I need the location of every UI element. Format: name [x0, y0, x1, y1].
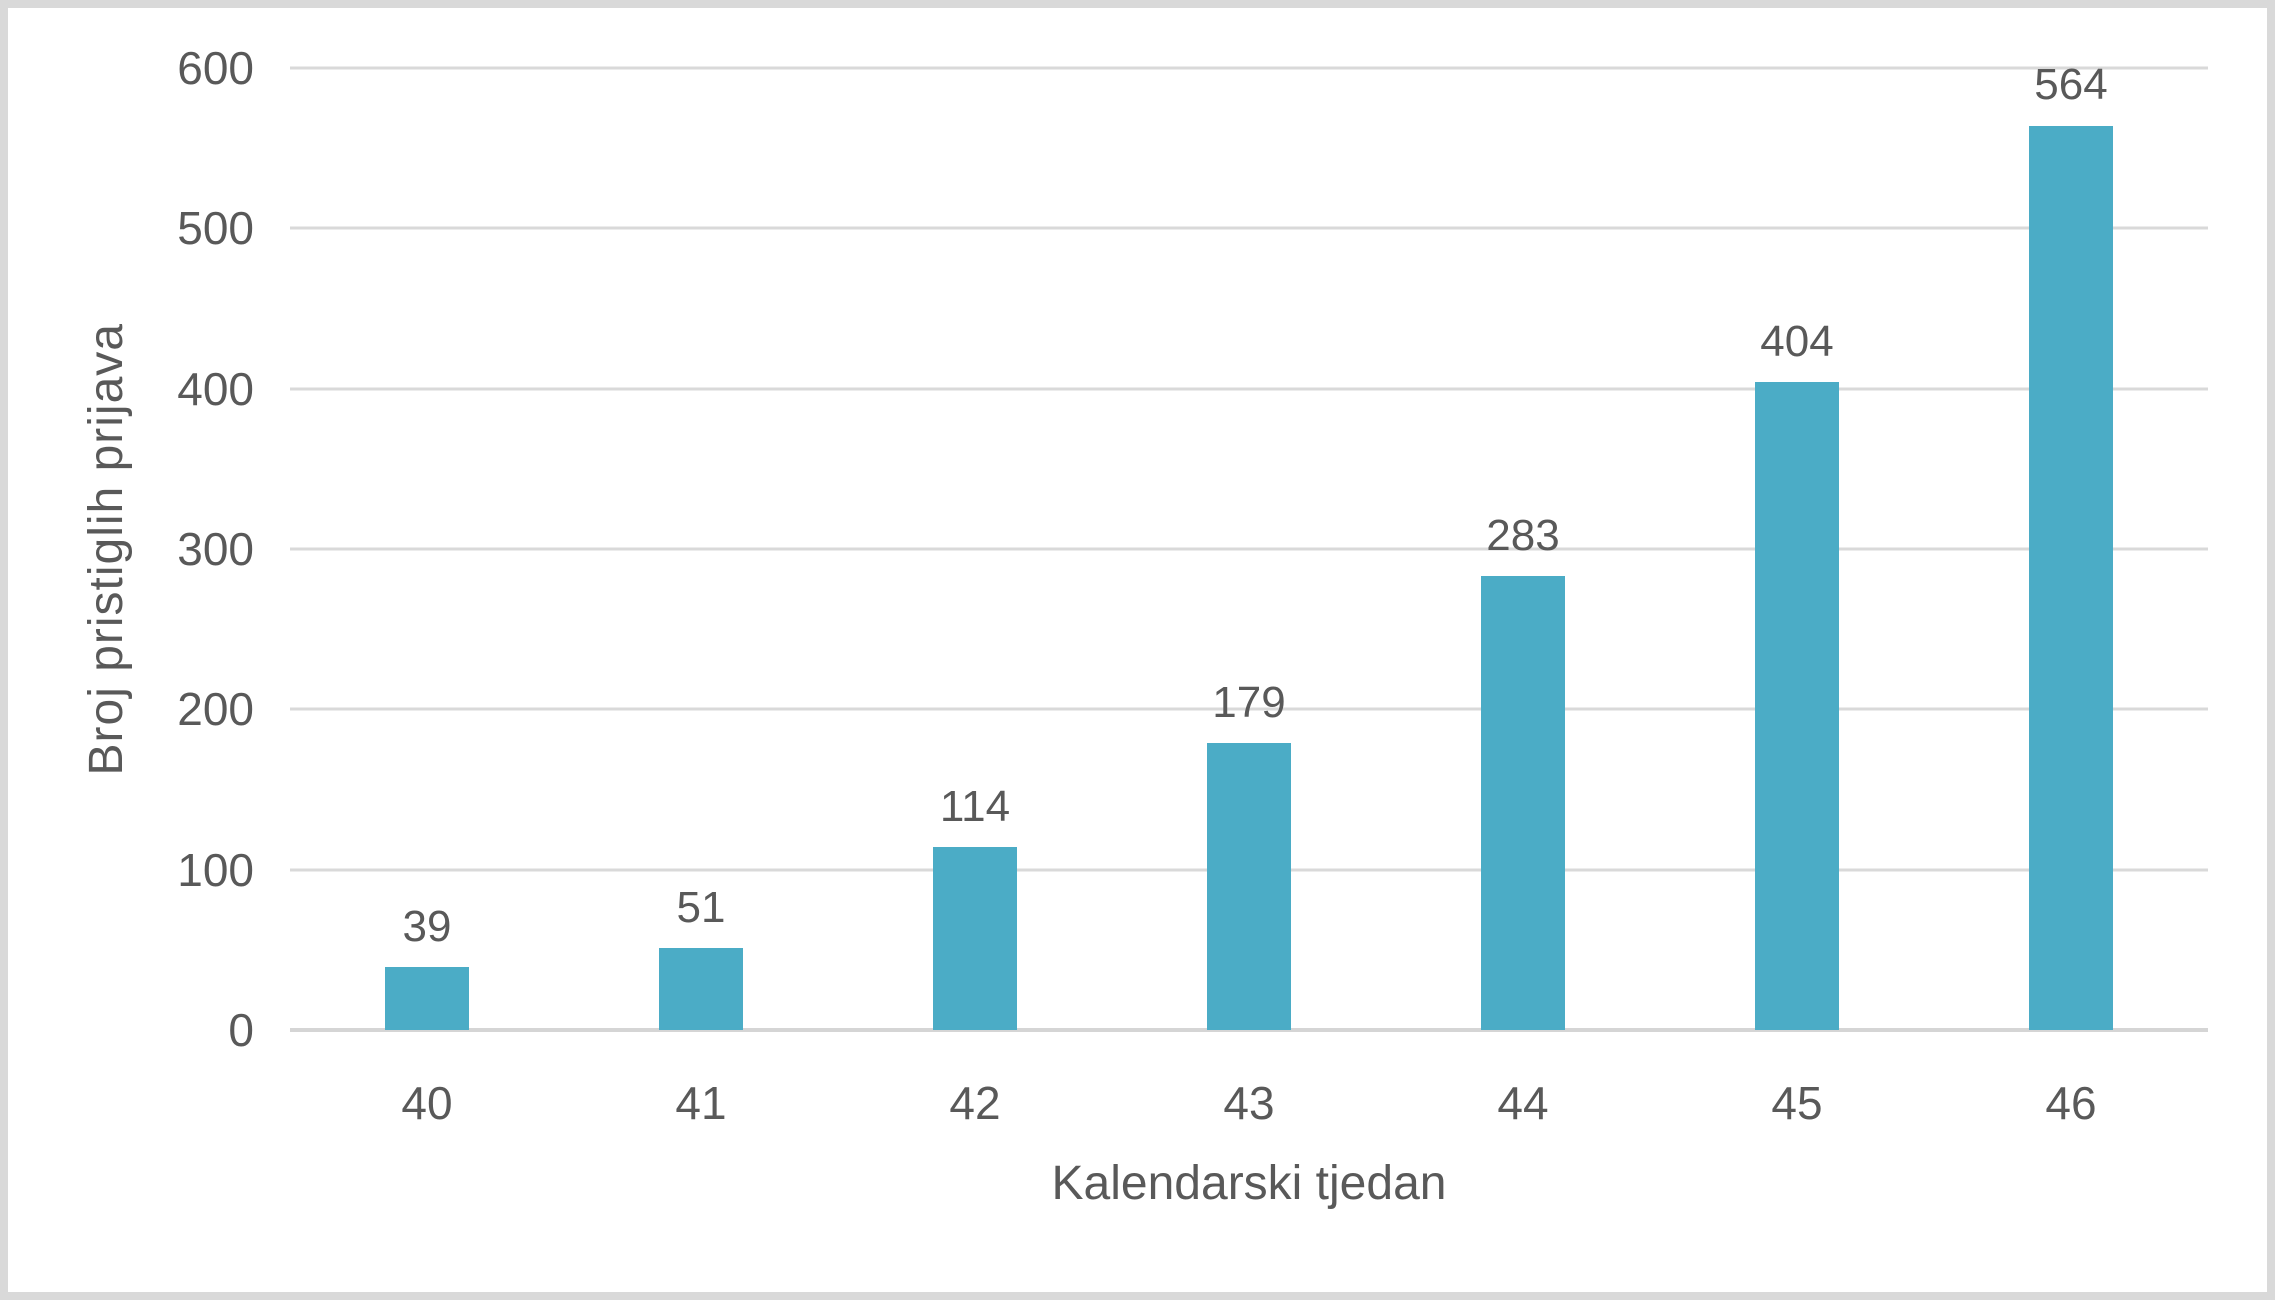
- y-tick-label: 0: [228, 1004, 254, 1056]
- bar: [385, 967, 469, 1030]
- bar: [659, 948, 743, 1030]
- x-tick-label: 44: [1497, 1077, 1549, 1129]
- bar-data-label: 114: [939, 781, 1011, 831]
- gridline: [290, 387, 2208, 391]
- bar-slot: 179: [1112, 68, 1386, 1030]
- bar-slot: 283: [1386, 68, 1660, 1030]
- bar-data-label: 51: [676, 882, 726, 932]
- y-tick-label: 500: [177, 202, 254, 255]
- gridline: [290, 547, 2208, 551]
- bar-slot: 39: [290, 68, 564, 1030]
- bar-series: 39 51 114 179 283 404 564: [290, 60, 2208, 1030]
- x-axis-title: Kalendarski tjedan: [1051, 1157, 1447, 1210]
- bar-slot: 51: [564, 68, 838, 1030]
- bar: [1207, 743, 1291, 1030]
- bar: [1481, 576, 1565, 1030]
- bar-data-label: 179: [1212, 677, 1286, 727]
- plot-area: 39 51 114 179 283 404 564: [290, 60, 2208, 1032]
- y-tick-label: 400: [177, 362, 254, 415]
- bar-slot: 404: [1660, 68, 1934, 1030]
- y-tick-label: 600: [177, 42, 254, 94]
- y-tick-label: 300: [177, 523, 254, 575]
- x-tick-label: 46: [2045, 1077, 2097, 1129]
- bar: [1755, 382, 1839, 1030]
- y-tick-label: 100: [177, 843, 254, 896]
- x-tick-label: 42: [949, 1077, 1001, 1129]
- y-tick-label: 200: [177, 683, 254, 736]
- bar-data-label: 39: [402, 902, 452, 952]
- x-tick-label: 40: [401, 1077, 453, 1129]
- bar-slot: 564: [1934, 60, 2208, 1030]
- gridline: [290, 707, 2208, 711]
- gridline: [290, 66, 2208, 70]
- x-tick-label: 41: [675, 1077, 727, 1129]
- x-tick-label: 45: [1771, 1077, 1823, 1129]
- x-tick-label: 43: [1223, 1077, 1275, 1129]
- bar-data-label: 283: [1486, 510, 1560, 560]
- gridline: [290, 226, 2208, 230]
- bar-data-label: 404: [1760, 316, 1834, 366]
- x-axis-tick-labels: 40 41 42 43 44 45 46: [290, 1076, 2208, 1130]
- bar-data-label: 564: [2034, 60, 2108, 110]
- y-axis-tick-labels: 0 100 200 300 400 500 600: [8, 42, 254, 1056]
- x-axis-line: [290, 1028, 2208, 1032]
- bar: [933, 847, 1017, 1030]
- bar-slot: 114: [838, 68, 1112, 1030]
- bar: [2029, 125, 2113, 1030]
